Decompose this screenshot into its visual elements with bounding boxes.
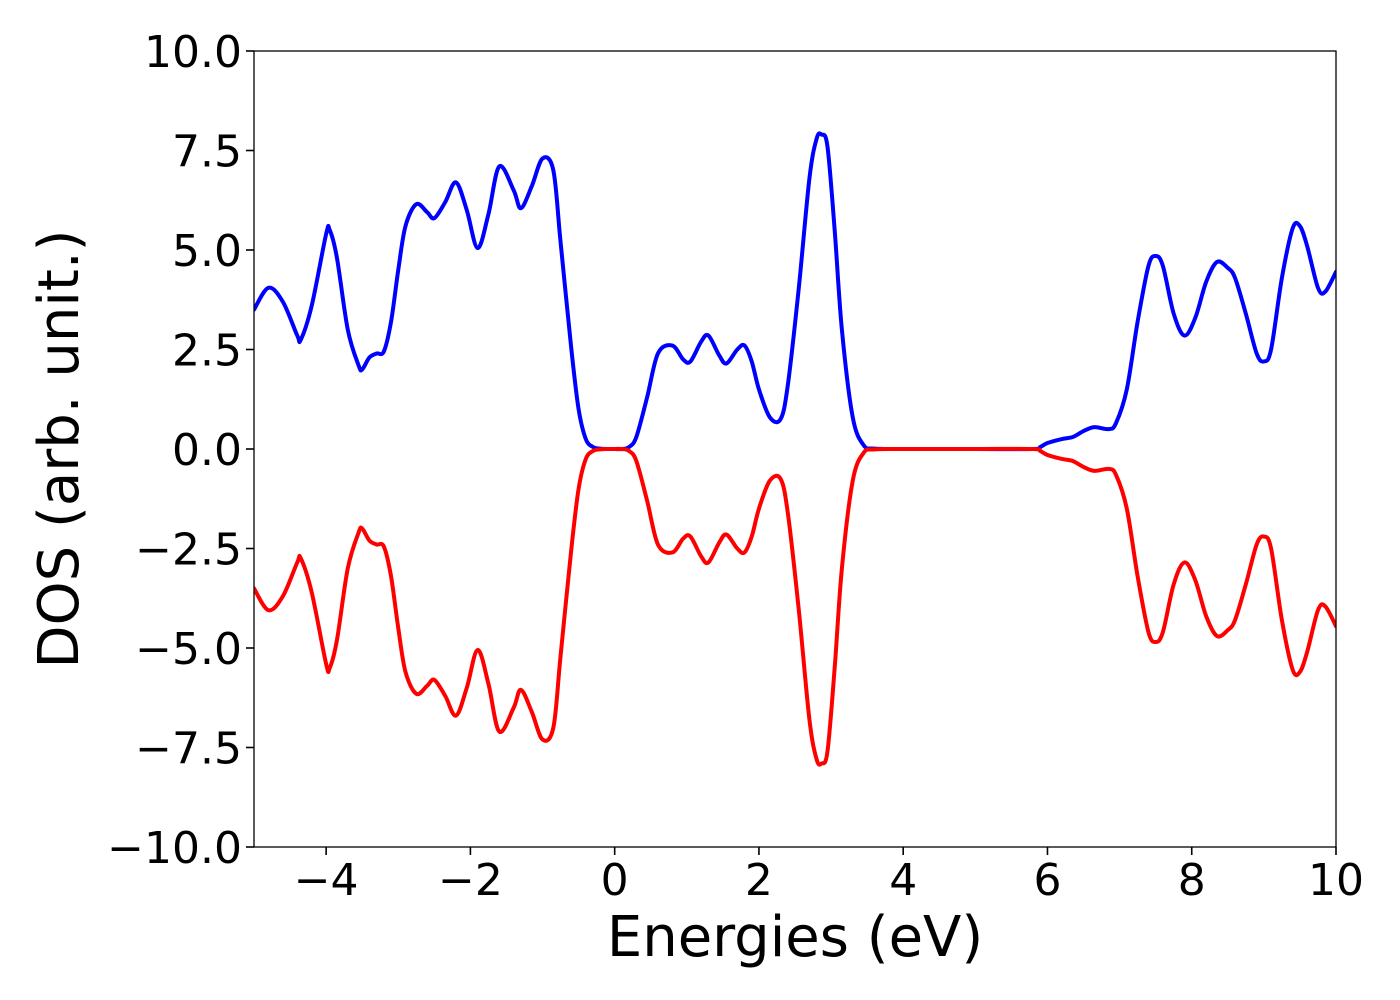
x-tick-label: 6	[1033, 855, 1061, 906]
series-layer	[254, 131, 1336, 767]
x-tick-label: 10	[1308, 855, 1364, 906]
y-tick-label: 5.0	[172, 226, 242, 277]
x-tick-label: 8	[1178, 855, 1206, 906]
y-tick-label: −7.5	[135, 724, 242, 775]
x-tick-label: 0	[601, 855, 629, 906]
plot-frame	[253, 50, 1337, 848]
y-tick-label: −2.5	[135, 525, 242, 576]
y-tick-label: 0.0	[172, 425, 242, 476]
y-tick-label: −10.0	[107, 823, 242, 874]
y-tick-label: 2.5	[172, 326, 242, 377]
x-tick-label: −2	[438, 855, 503, 906]
x-tick-label: −4	[294, 855, 359, 906]
series-line-2	[254, 446, 1336, 767]
x-axis: −4 −2 0 2 4 6 8 10	[294, 847, 1364, 906]
x-tick-label: 2	[745, 855, 773, 906]
y-tick-label: 7.5	[172, 127, 242, 178]
x-axis-label: Energies (eV)	[607, 905, 983, 970]
series-line-1	[254, 131, 1336, 452]
y-tick-label: −5.0	[135, 624, 242, 675]
y-tick-label: 10.0	[144, 27, 242, 78]
y-axis: −10.0 −7.5 −5.0 −2.5 0.0 2.5 5.0 7.5 10.0	[107, 27, 254, 874]
y-axis-label: DOS (arb. unit.)	[27, 229, 92, 668]
x-tick-label: 4	[889, 855, 917, 906]
